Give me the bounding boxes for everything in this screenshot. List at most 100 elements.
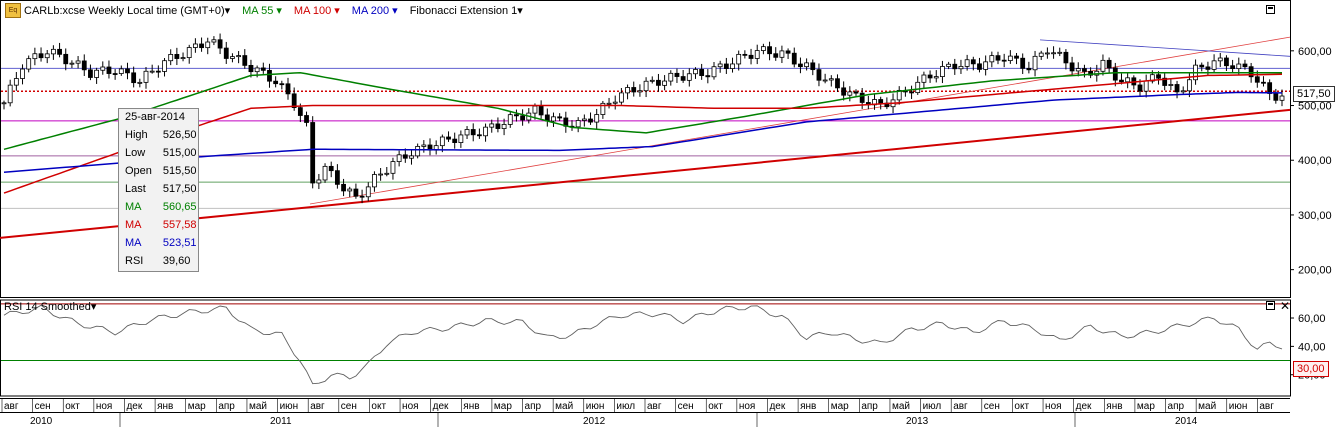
candle-body [464, 129, 470, 136]
ma55-legend[interactable]: MA 55 ▾ [242, 4, 282, 17]
candle-body [143, 70, 149, 83]
candle-body [1211, 60, 1217, 70]
candle-body [1119, 79, 1124, 83]
candle-body [686, 73, 692, 81]
maximize-price-pane-icon[interactable] [1266, 5, 1275, 14]
candle-body [1199, 64, 1205, 68]
candle-body [723, 63, 729, 69]
candle-body [1063, 51, 1069, 64]
month-label: окт [1014, 401, 1029, 412]
candle-body [1001, 59, 1007, 62]
candle-body [983, 61, 989, 70]
candle-body [581, 118, 587, 121]
candle-body [785, 50, 791, 54]
candle-body [495, 123, 501, 129]
rsi-pane-frame [0, 299, 1291, 397]
candle-body [606, 102, 612, 105]
tooltip-value: 515,50 [162, 165, 197, 177]
tooltip-key: MA [125, 201, 142, 213]
candle-body [291, 93, 297, 109]
candle-body [656, 79, 661, 86]
month-label: авг [310, 401, 325, 412]
candle-body [1186, 79, 1192, 92]
ma55-line [3, 71, 1282, 151]
candle-body [970, 59, 976, 65]
candle-body [1051, 52, 1056, 55]
candle-body [649, 79, 655, 82]
candle-body [452, 138, 458, 143]
candle-body [699, 69, 705, 76]
price-pane-frame [0, 0, 1291, 298]
tooltip-key: MA [125, 219, 142, 231]
candle-body [322, 165, 328, 181]
candle-body [1032, 55, 1038, 71]
candle-body [507, 114, 513, 125]
price-tick-label: 300,00 [1298, 210, 1332, 222]
tooltip-date: 25-авг-2014 [125, 111, 186, 123]
candle-body [285, 83, 291, 95]
candle-body [940, 66, 945, 77]
candle-body [977, 63, 982, 70]
candle-body [396, 154, 402, 162]
candle-body [1125, 77, 1131, 83]
month-label: ноя [402, 401, 419, 412]
candle-body [668, 72, 674, 82]
tooltip-row: MA 560,65 [125, 201, 197, 217]
candle-body [1230, 65, 1236, 70]
candle-body [927, 74, 933, 79]
tooltip-row: RSI 39,60 [125, 255, 197, 271]
tooltip-value: 523,51 [162, 237, 197, 249]
candle-body [489, 123, 495, 128]
candle-body [878, 99, 884, 104]
candle-body [137, 81, 143, 84]
candle-body [760, 46, 766, 51]
candle-body [365, 186, 371, 198]
candle-body [958, 65, 964, 70]
month-label: ноя [1045, 401, 1062, 412]
ma200-legend[interactable]: MA 200 ▾ [351, 4, 398, 17]
candle-body [1205, 66, 1211, 70]
candle-body [798, 63, 803, 68]
candle-body [162, 60, 167, 72]
candle-body [1174, 84, 1180, 93]
month-label: май [249, 401, 267, 412]
fibonacci-legend[interactable]: Fibonacci Extension 1▾ [409, 4, 523, 17]
candle-body [223, 47, 229, 59]
candle-body [964, 59, 970, 67]
candle-body [705, 75, 711, 78]
tooltip-key: RSI [125, 255, 144, 267]
month-label: сен [984, 401, 1000, 412]
symbol-logo-icon[interactable]: Eq [5, 3, 21, 18]
month-label: сен [678, 401, 694, 412]
candle-body [359, 195, 365, 198]
candle-body [174, 53, 180, 59]
candle-body [267, 69, 272, 82]
candle-body [643, 80, 649, 92]
candle-body [1217, 57, 1223, 62]
candle-body [1180, 90, 1186, 93]
month-label: авг [4, 401, 19, 412]
candle-body [20, 68, 25, 79]
candle-body [32, 53, 38, 60]
candle-body [297, 107, 303, 116]
candle-body [835, 78, 840, 89]
ma100-legend[interactable]: MA 100 ▾ [293, 4, 340, 17]
candle-body [409, 155, 414, 159]
candle-body [13, 78, 19, 86]
candle-body [600, 102, 606, 115]
rsi-legend[interactable]: RSI 14 Smoothed▾ [4, 301, 97, 313]
candle-body [1267, 82, 1273, 94]
symbol-menu[interactable]: CARLb:xcse Weekly Local time (GMT+0)▾ [24, 4, 231, 17]
tooltip-key: MA [125, 237, 142, 249]
maximize-rsi-pane-icon[interactable] [1266, 301, 1275, 310]
close-rsi-pane-icon[interactable]: ✕ [1280, 299, 1291, 313]
tooltip-key: Low [125, 147, 146, 159]
candle-body [7, 84, 13, 104]
candle-body [853, 91, 859, 94]
candle-body [1088, 71, 1094, 76]
candle-body [921, 74, 927, 83]
month-label: окт [371, 401, 386, 412]
candle-body [63, 53, 69, 65]
month-label: июл [616, 401, 635, 412]
